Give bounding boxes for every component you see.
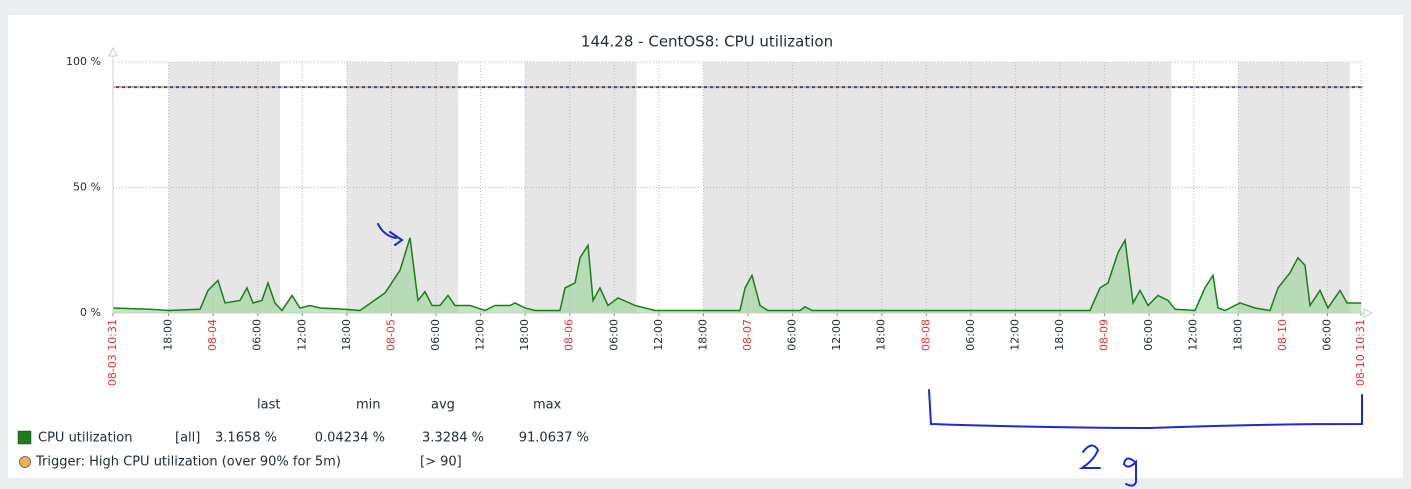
x-tick-label: 12:00 bbox=[652, 319, 665, 351]
x-tick-label: 08-09 bbox=[1098, 319, 1111, 351]
x-tick-label: 18:00 bbox=[340, 319, 353, 351]
x-tick-label: 06:00 bbox=[607, 319, 620, 351]
legend-stat: 0.04234 % bbox=[315, 431, 385, 446]
non-working-period bbox=[703, 62, 1172, 313]
x-tick-label: 08-07 bbox=[741, 319, 754, 351]
x-tick-label: 06:00 bbox=[1320, 319, 1333, 351]
x-tick-label: 06:00 bbox=[1142, 319, 1155, 351]
x-tick-label: 12:00 bbox=[830, 319, 843, 351]
area bbox=[113, 237, 1361, 313]
x-tick-label: 06:00 bbox=[964, 319, 977, 351]
y-axis-arrow bbox=[108, 46, 118, 57]
x-tick-label: 08-04 bbox=[206, 319, 219, 351]
x-tick-label: 12:00 bbox=[474, 319, 487, 351]
x-tick-label: 08-05 bbox=[384, 319, 397, 351]
x-tick-label: 06:00 bbox=[251, 319, 264, 351]
plot: 0 % 50 % 100 % 08-03 10:31 18:00 08-04 06:00 12… bbox=[66, 46, 1374, 386]
legend-swatch bbox=[17, 430, 32, 445]
legend-trigger-value: [> 90] bbox=[420, 455, 462, 470]
x-tick-label: 18:00 bbox=[1231, 319, 1244, 351]
legend-stat: 3.3284 % bbox=[422, 431, 484, 446]
handwritten-annotation bbox=[377, 223, 1363, 487]
hand-digit bbox=[1078, 444, 1101, 469]
x-tick-label: 12:00 bbox=[1187, 319, 1200, 351]
x-tick-label: 18:00 bbox=[875, 319, 888, 351]
legend-header: max bbox=[533, 398, 562, 413]
x-tick-label: 06:00 bbox=[786, 319, 799, 351]
hand-bracket bbox=[928, 389, 1363, 430]
legend-header: min bbox=[356, 398, 381, 413]
x-tick-label: 08-08 bbox=[919, 319, 932, 351]
x-tick-label: 06:00 bbox=[429, 319, 442, 351]
x-tick-label: 08-06 bbox=[563, 319, 576, 351]
y-tick-label: 100 % bbox=[66, 55, 101, 68]
x-tick-label: 12:00 bbox=[295, 319, 308, 351]
legend-stat: 3.1658 % bbox=[215, 431, 277, 446]
chart-title: 144.28 - CentOS8: CPU utilization bbox=[581, 33, 833, 51]
x-tick-label: 18:00 bbox=[518, 319, 531, 351]
legend-header: last bbox=[257, 398, 280, 413]
y-tick-label: 50 % bbox=[73, 181, 101, 194]
legend-trigger-icon bbox=[19, 456, 31, 468]
x-tick-label: 18:00 bbox=[162, 319, 175, 351]
hand-digit bbox=[1122, 457, 1137, 487]
legend-trigger: Trigger: High CPU utilization (over 90% … bbox=[35, 455, 341, 470]
x-tick-label: 08-10 bbox=[1276, 319, 1289, 351]
legend-name: CPU utilization bbox=[38, 431, 132, 446]
legend-stat: 91.0637 % bbox=[519, 431, 589, 446]
x-tick-label: 08-03 10:31 bbox=[106, 319, 119, 386]
legend-function: [all] bbox=[175, 431, 200, 446]
y-tick-label: 0 % bbox=[80, 306, 101, 319]
x-axis-arrow bbox=[1363, 308, 1374, 318]
x-tick-label: 18:00 bbox=[1053, 319, 1066, 351]
legend-header: avg bbox=[431, 398, 455, 413]
x-tick-label: 12:00 bbox=[1008, 319, 1021, 351]
hand-arrow bbox=[377, 223, 404, 246]
x-tick-label: 18:00 bbox=[696, 319, 709, 351]
x-tick-label: 08-10 10:31 bbox=[1354, 319, 1367, 386]
legend: last min avg max CPU utilization [all] 3… bbox=[17, 398, 589, 470]
line bbox=[112, 237, 1361, 312]
